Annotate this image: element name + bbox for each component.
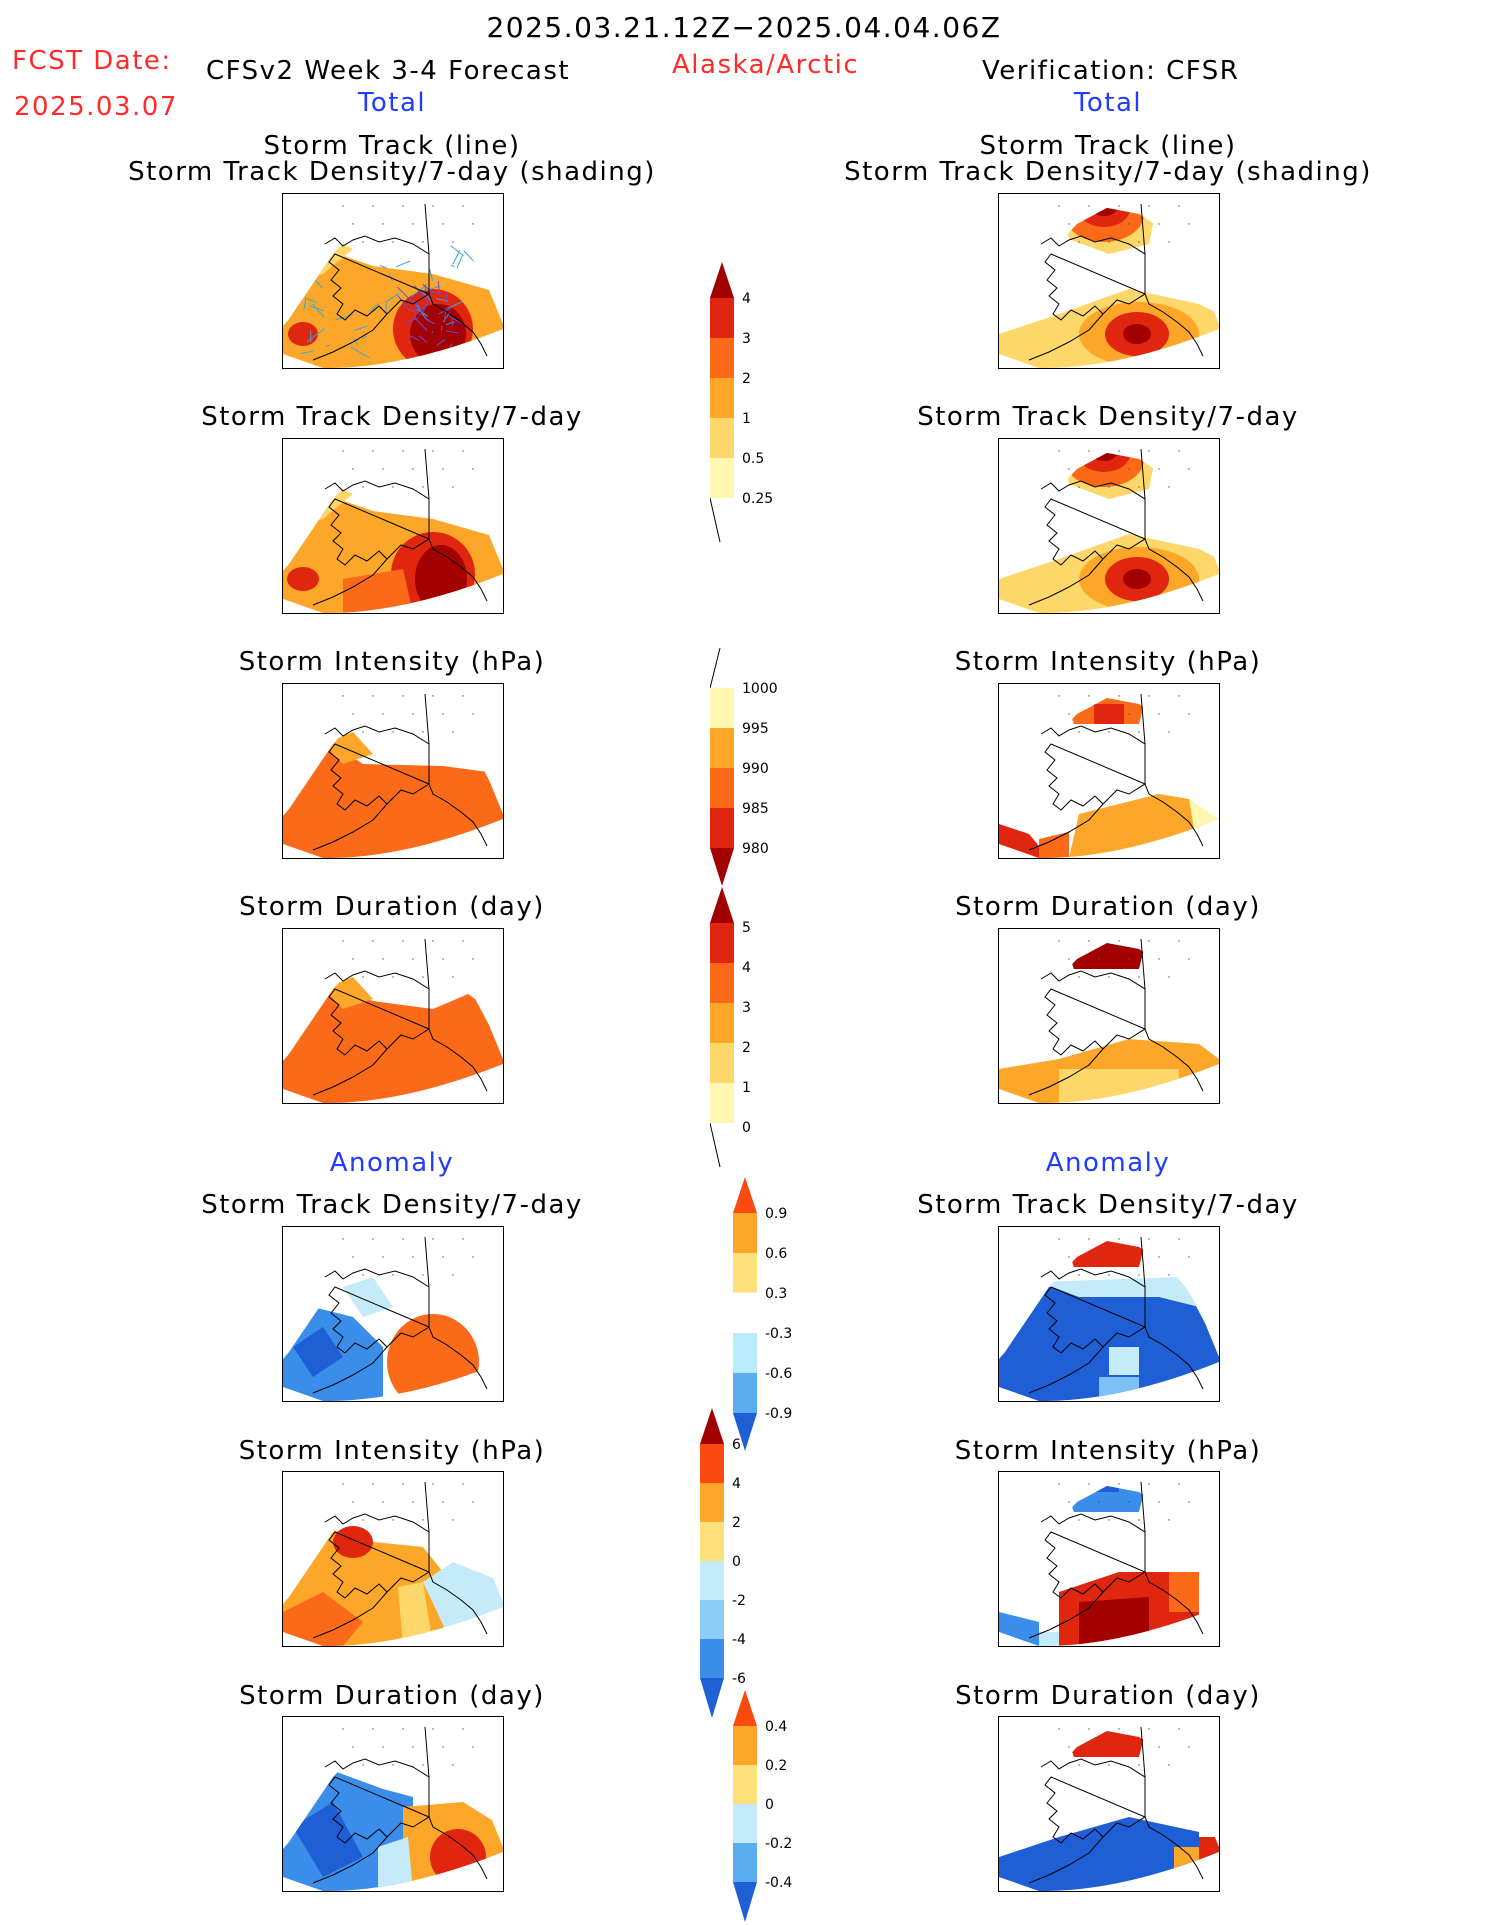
cbar-intensity-anom-tick: -6 bbox=[732, 1671, 746, 1687]
right-anom-intensity-title: Storm Intensity (hPa) bbox=[955, 1438, 1262, 1464]
cbar-duration-anom-tick: -0.2 bbox=[765, 1836, 792, 1852]
map-right-anom-intensity bbox=[998, 1471, 1220, 1647]
right-total-label: Total bbox=[1074, 90, 1142, 116]
map-left-anom-density bbox=[282, 1226, 504, 1402]
cbar-density-anom-tick: 0.9 bbox=[765, 1206, 787, 1222]
map-right-intensity bbox=[998, 683, 1220, 859]
cbar-duration-anom-tick: 0.4 bbox=[765, 1719, 787, 1735]
cbar-intensity-anom-tick: 4 bbox=[732, 1476, 741, 1492]
left-anom-intensity-title: Storm Intensity (hPa) bbox=[239, 1438, 546, 1464]
cbar-intensity-anom-tick: 0 bbox=[732, 1554, 741, 1570]
left-track-line-title: Storm Track (line) bbox=[264, 133, 521, 159]
right-density-title: Storm Track Density/7-day bbox=[917, 404, 1299, 430]
map-left-anom-duration bbox=[282, 1716, 504, 1892]
cbar-duration-anom-tick: -0.4 bbox=[765, 1875, 792, 1891]
colorbar-intensity-anom: 6 4 2 0 -2 -4 -6 bbox=[700, 1408, 790, 1728]
right-anom-duration-title: Storm Duration (day) bbox=[955, 1683, 1261, 1709]
cbar-duration-anom-tick: 0.2 bbox=[765, 1758, 787, 1774]
fcst-date-label: FCST Date: bbox=[12, 48, 172, 74]
right-track-line-title: Storm Track (line) bbox=[980, 133, 1237, 159]
cbar-intensity-anom-tick: 2 bbox=[732, 1515, 741, 1531]
cbar-density-total-tick: 0.5 bbox=[742, 451, 764, 467]
colorbar-duration-total: 0 1 2 3 4 5 bbox=[710, 887, 800, 1172]
cbar-duration-total-tick: 4 bbox=[742, 960, 751, 976]
left-track-shading-title: Storm Track Density/7-day (shading) bbox=[128, 159, 656, 185]
verification-label: Verification: CFSR bbox=[982, 58, 1239, 84]
cbar-intensity-total-tick: 985 bbox=[742, 801, 769, 817]
cbar-intensity-anom-tick: -2 bbox=[732, 1593, 746, 1609]
cbar-intensity-total-tick: 995 bbox=[742, 721, 769, 737]
cbar-density-anom-tick: 0.6 bbox=[765, 1246, 787, 1262]
cbar-density-total-tick: 1 bbox=[742, 411, 751, 427]
cbar-density-total-tick: 3 bbox=[742, 331, 751, 347]
map-right-density bbox=[998, 438, 1220, 614]
cbar-duration-anom-tick: 0 bbox=[765, 1797, 774, 1813]
cbar-duration-total-tick: 2 bbox=[742, 1040, 751, 1056]
cbar-intensity-total-tick: 980 bbox=[742, 841, 769, 857]
right-anomaly-label: Anomaly bbox=[1046, 1150, 1171, 1176]
left-anom-duration-title: Storm Duration (day) bbox=[239, 1683, 545, 1709]
left-total-label: Total bbox=[358, 90, 426, 116]
fcst-date-value: 2025.03.07 bbox=[14, 94, 178, 120]
colorbar-intensity-total: 1000 995 990 985 980 bbox=[710, 648, 800, 888]
left-density-title: Storm Track Density/7-day bbox=[201, 404, 583, 430]
cbar-density-anom-tick: 0.3 bbox=[765, 1286, 787, 1302]
cbar-intensity-total-tick: 1000 bbox=[742, 681, 778, 697]
cbar-duration-total-tick: 3 bbox=[742, 1000, 751, 1016]
cbar-duration-total-tick: 5 bbox=[742, 920, 751, 936]
cbar-intensity-total-tick: 990 bbox=[742, 761, 769, 777]
cbar-density-total-tick: 4 bbox=[742, 291, 751, 307]
cbar-density-total-tick: 2 bbox=[742, 371, 751, 387]
map-right-anom-duration bbox=[998, 1716, 1220, 1892]
map-left-density bbox=[282, 438, 504, 614]
right-intensity-title: Storm Intensity (hPa) bbox=[955, 649, 1262, 675]
cbar-duration-total-tick: 0 bbox=[742, 1120, 751, 1136]
cbar-density-anom-tick: -0.6 bbox=[765, 1366, 792, 1382]
right-anom-density-title: Storm Track Density/7-day bbox=[917, 1192, 1299, 1218]
map-left-intensity bbox=[282, 683, 504, 859]
left-anom-density-title: Storm Track Density/7-day bbox=[201, 1192, 583, 1218]
left-duration-title: Storm Duration (day) bbox=[239, 894, 545, 920]
right-track-shading-title: Storm Track Density/7-day (shading) bbox=[844, 159, 1372, 185]
map-left-anom-intensity bbox=[282, 1471, 504, 1647]
map-left-duration bbox=[282, 928, 504, 1104]
model-title: CFSv2 Week 3-4 Forecast bbox=[206, 58, 570, 84]
cbar-intensity-anom-tick: 6 bbox=[732, 1437, 741, 1453]
map-right-track bbox=[998, 193, 1220, 369]
right-duration-title: Storm Duration (day) bbox=[955, 894, 1261, 920]
left-anomaly-label: Anomaly bbox=[330, 1150, 455, 1176]
cbar-density-total-tick: 0.25 bbox=[742, 491, 773, 507]
cbar-duration-total-tick: 1 bbox=[742, 1080, 751, 1096]
cbar-density-anom-tick: -0.3 bbox=[765, 1326, 792, 1342]
map-left-track bbox=[282, 193, 504, 369]
left-intensity-title: Storm Intensity (hPa) bbox=[239, 649, 546, 675]
map-right-duration bbox=[998, 928, 1220, 1104]
colorbar-duration-anom: 0.4 0.2 0 -0.2 -0.4 bbox=[733, 1690, 823, 1925]
colorbar-density-total: 0.25 0.5 1 2 3 4 bbox=[710, 262, 800, 542]
date-range-title: 2025.03.21.12Z−2025.04.04.06Z bbox=[486, 14, 1001, 42]
region-label: Alaska/Arctic bbox=[672, 52, 859, 78]
map-right-anom-density bbox=[998, 1226, 1220, 1402]
cbar-intensity-anom-tick: -4 bbox=[732, 1632, 746, 1648]
